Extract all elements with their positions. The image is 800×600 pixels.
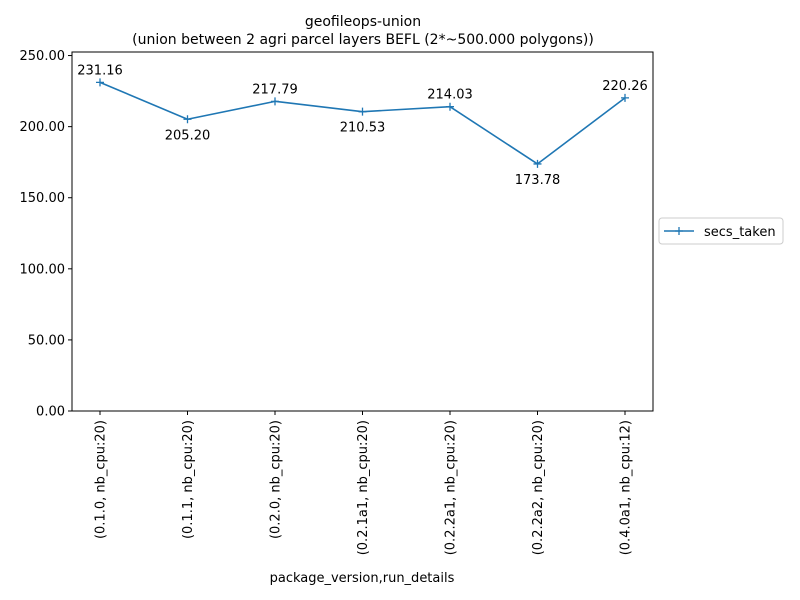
x-tick-label: (0.2.1a1, nb_cpu:20) bbox=[356, 420, 371, 555]
chart-title: geofileops-union bbox=[305, 14, 421, 30]
data-point-marker bbox=[358, 107, 367, 116]
y-tick-label: 50.00 bbox=[28, 333, 65, 348]
x-axis-label: package_version,run_details bbox=[270, 571, 455, 586]
data-label: 214.03 bbox=[427, 88, 473, 103]
y-tick-label: 100.00 bbox=[20, 262, 66, 277]
data-point-marker bbox=[446, 102, 454, 111]
legend-marker-plus-icon bbox=[675, 227, 683, 235]
data-point-marker bbox=[271, 97, 279, 106]
data-point-marker bbox=[183, 115, 192, 124]
legend-box bbox=[658, 217, 784, 245]
y-tick-label: 200.00 bbox=[20, 120, 66, 135]
data-labels: 231.16 205.20 217.79 210.53 214.03 173.78 220.… bbox=[77, 63, 648, 188]
x-tick-label: (0.4.0a1, nb_cpu:12) bbox=[619, 420, 634, 555]
x-tick-label: (0.1.0, nb_cpu:20) bbox=[94, 420, 109, 539]
data-point-marker bbox=[96, 78, 104, 87]
y-axis: 0.00 50.00 100.00 150.00 200.00 250.00 bbox=[20, 49, 72, 420]
data-label: 220.26 bbox=[602, 79, 648, 94]
x-tick-label: (0.2.2a1, nb_cpu:20) bbox=[444, 420, 459, 555]
x-tick-label: (0.2.0, nb_cpu:20) bbox=[269, 420, 284, 539]
y-tick-label: 150.00 bbox=[20, 191, 66, 206]
data-label: 217.79 bbox=[252, 82, 298, 97]
legend-label: secs_taken bbox=[704, 225, 776, 240]
chart-subtitle: (union between 2 agri parcel layers BEFL… bbox=[132, 32, 594, 48]
plot-frame bbox=[71, 51, 654, 412]
series-secs-taken bbox=[96, 78, 629, 168]
data-label: 205.20 bbox=[165, 128, 211, 143]
x-axis: (0.1.0, nb_cpu:20) (0.1.1, nb_cpu:20) (0.2… bbox=[94, 411, 634, 555]
legend: secs_taken bbox=[658, 217, 784, 245]
x-tick-label: (0.1.1, nb_cpu:20) bbox=[181, 420, 196, 539]
data-label: 231.16 bbox=[77, 63, 123, 78]
data-point-marker bbox=[533, 159, 542, 168]
data-point-marker bbox=[621, 93, 629, 102]
y-tick-label: 0.00 bbox=[36, 405, 65, 420]
data-label: 210.53 bbox=[340, 121, 386, 136]
y-tick-label: 250.00 bbox=[20, 49, 66, 64]
x-tick-label: (0.2.2a2, nb_cpu:20) bbox=[531, 420, 546, 555]
data-label: 173.78 bbox=[515, 173, 561, 188]
